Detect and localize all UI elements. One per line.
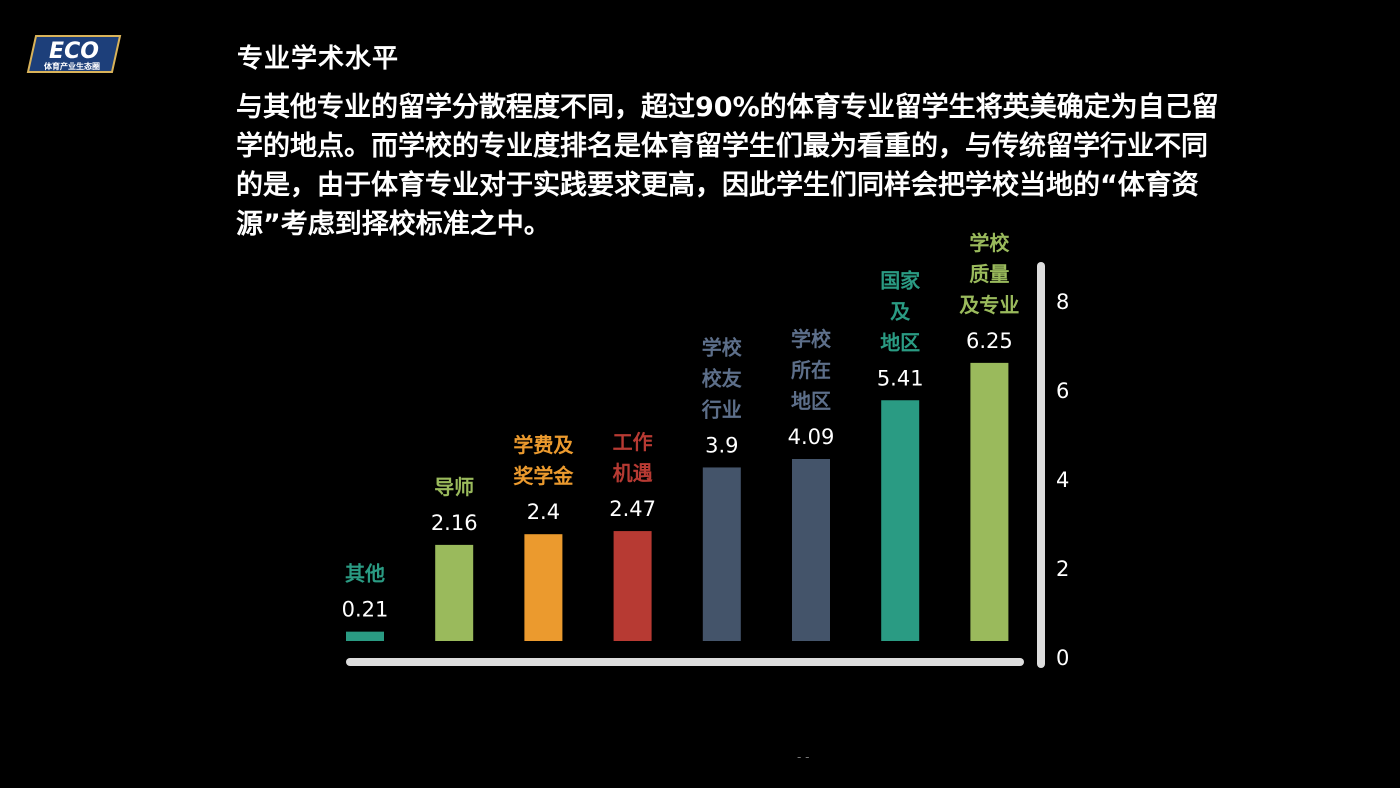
value-label-5: 4.09 (788, 425, 835, 449)
category-label-5-line-1: 所在 (791, 358, 831, 382)
category-label-4-line-1: 校友 (702, 366, 742, 390)
bar-4 (702, 467, 741, 641)
logo-text: ECO (49, 39, 99, 64)
value-label-6: 5.41 (877, 366, 924, 390)
section-title: 专业学术水平 (237, 44, 400, 74)
category-label-7-line-0: 学校 (969, 231, 1010, 255)
value-label-2: 2.4 (527, 500, 560, 524)
category-label-6-line-2: 地区 (880, 330, 920, 354)
category-label-2-line-1: 奖学金 (513, 464, 574, 488)
category-label-4-line-2: 行业 (701, 397, 742, 421)
eco-logo: ECO 体育产业生态圈 (26, 35, 122, 73)
decorative-dashes: - - (797, 750, 810, 764)
category-label-4-line-0: 学校 (702, 335, 743, 359)
y-tick-8: 8 (1056, 290, 1069, 314)
category-label-0-line-0: 其他 (345, 562, 385, 586)
category-label-6-line-1: 及 (890, 299, 911, 323)
bar-3 (613, 531, 652, 641)
y-tick-2: 2 (1056, 557, 1069, 581)
bar-6 (881, 400, 920, 641)
category-label-5-line-0: 学校 (791, 327, 832, 351)
bar-2 (524, 534, 563, 641)
category-label-7-line-1: 质量 (969, 262, 1009, 286)
description-paragraph: 与其他专业的留学分散程度不同，超过90%的体育专业留学生将英美确定为自己留学的地… (236, 92, 1219, 240)
bar-1 (435, 544, 474, 641)
bar-7 (970, 362, 1009, 641)
y-tick-4: 4 (1056, 468, 1069, 492)
category-label-1-line-0: 导师 (434, 475, 474, 499)
value-label-7: 6.25 (966, 329, 1013, 353)
category-label-2-line-0: 学费及 (513, 433, 574, 457)
value-label-4: 3.9 (705, 433, 738, 457)
value-label-3: 2.47 (609, 497, 656, 521)
value-label-0: 0.21 (342, 598, 389, 622)
category-label-3-line-0: 工作 (613, 430, 653, 454)
category-label-5-line-2: 地区 (791, 389, 831, 413)
bar-0 (346, 631, 384, 641)
category-label-3-line-1: 机遇 (613, 461, 653, 485)
category-label-6-line-0: 国家 (880, 268, 921, 292)
value-label-1: 2.16 (431, 511, 478, 535)
bar-5 (792, 458, 830, 641)
y-tick-0: 0 (1056, 646, 1069, 670)
logo-subtext: 体育产业生态圈 (44, 61, 100, 71)
category-label-7-line-2: 及专业 (959, 293, 1019, 317)
y-tick-6: 6 (1056, 379, 1069, 403)
